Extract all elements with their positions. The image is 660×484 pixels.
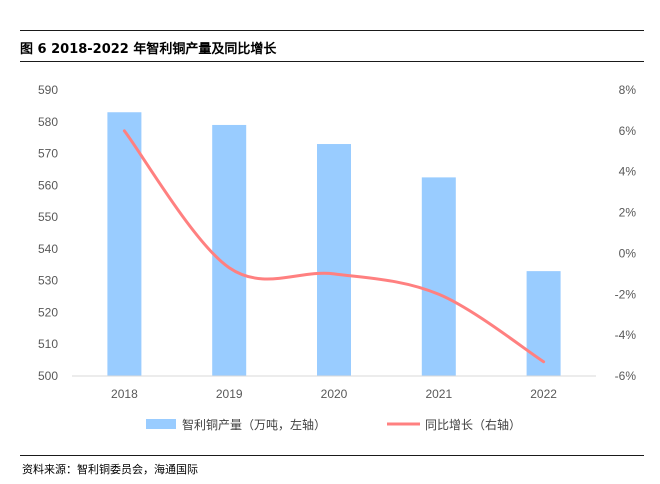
left-tick-label: 560	[38, 178, 58, 192]
title-rule	[20, 61, 644, 62]
left-tick-label: 500	[38, 369, 58, 383]
bar-2019	[212, 124, 247, 376]
legend: 智利铜产量（万吨，左轴） 同比增长（右轴）	[146, 417, 521, 432]
bar-2022	[526, 271, 561, 376]
x-tick-label: 2019	[216, 387, 243, 401]
x-tick-label: 2021	[425, 387, 452, 401]
right-tick-label: -2%	[615, 287, 637, 301]
right-tick-label: -6%	[615, 369, 637, 383]
right-tick-label: 6%	[619, 124, 637, 138]
right-tick-label: 4%	[619, 165, 637, 179]
left-tick-label: 580	[38, 115, 58, 129]
figure-title: 图 6 2018-2022 年智利铜产量及同比增长	[20, 42, 277, 57]
top-rule	[20, 30, 644, 31]
bottom-rule	[20, 455, 644, 456]
legend-bar-label: 智利铜产量（万吨，左轴）	[182, 417, 326, 432]
bar-2020	[317, 144, 351, 376]
left-tick-label: 570	[38, 147, 58, 161]
legend-bar-swatch	[146, 419, 176, 429]
left-tick-label: 530	[38, 274, 58, 288]
x-axis: 2018 2019 2020 2021 2022	[111, 387, 557, 401]
right-tick-label: -4%	[615, 328, 637, 342]
right-axis: -6% -4% -2% 0% 2% 4% 6% 8%	[615, 83, 637, 383]
right-tick-label: 0%	[619, 246, 637, 260]
right-tick-label: 2%	[619, 206, 637, 220]
x-tick-label: 2018	[111, 387, 138, 401]
bar-2018	[107, 112, 142, 376]
growth-line	[122, 129, 546, 364]
left-tick-label: 540	[38, 242, 58, 256]
right-tick-label: 8%	[619, 83, 637, 97]
x-tick-label: 2020	[321, 387, 348, 401]
left-axis: 500 510 520 530 540 550 560 570 580 590	[38, 83, 58, 383]
left-tick-label: 550	[38, 210, 58, 224]
bar-series	[107, 112, 561, 376]
left-tick-label: 510	[38, 337, 58, 351]
legend-line-label: 同比增长（右轴）	[425, 417, 521, 432]
source-note: 资料来源：智利铜委员会，海通国际	[22, 463, 198, 476]
x-tick-label: 2022	[530, 387, 557, 401]
left-tick-label: 520	[38, 305, 58, 319]
bar-2021	[421, 177, 456, 376]
left-tick-label: 590	[38, 83, 58, 97]
